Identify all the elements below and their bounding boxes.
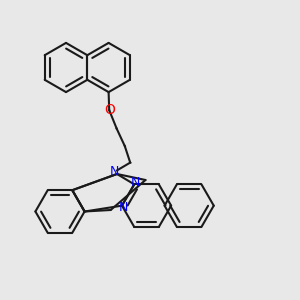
Text: N: N [119,201,128,214]
Text: N: N [131,176,140,189]
Text: N: N [110,165,119,178]
Text: O: O [104,103,115,117]
